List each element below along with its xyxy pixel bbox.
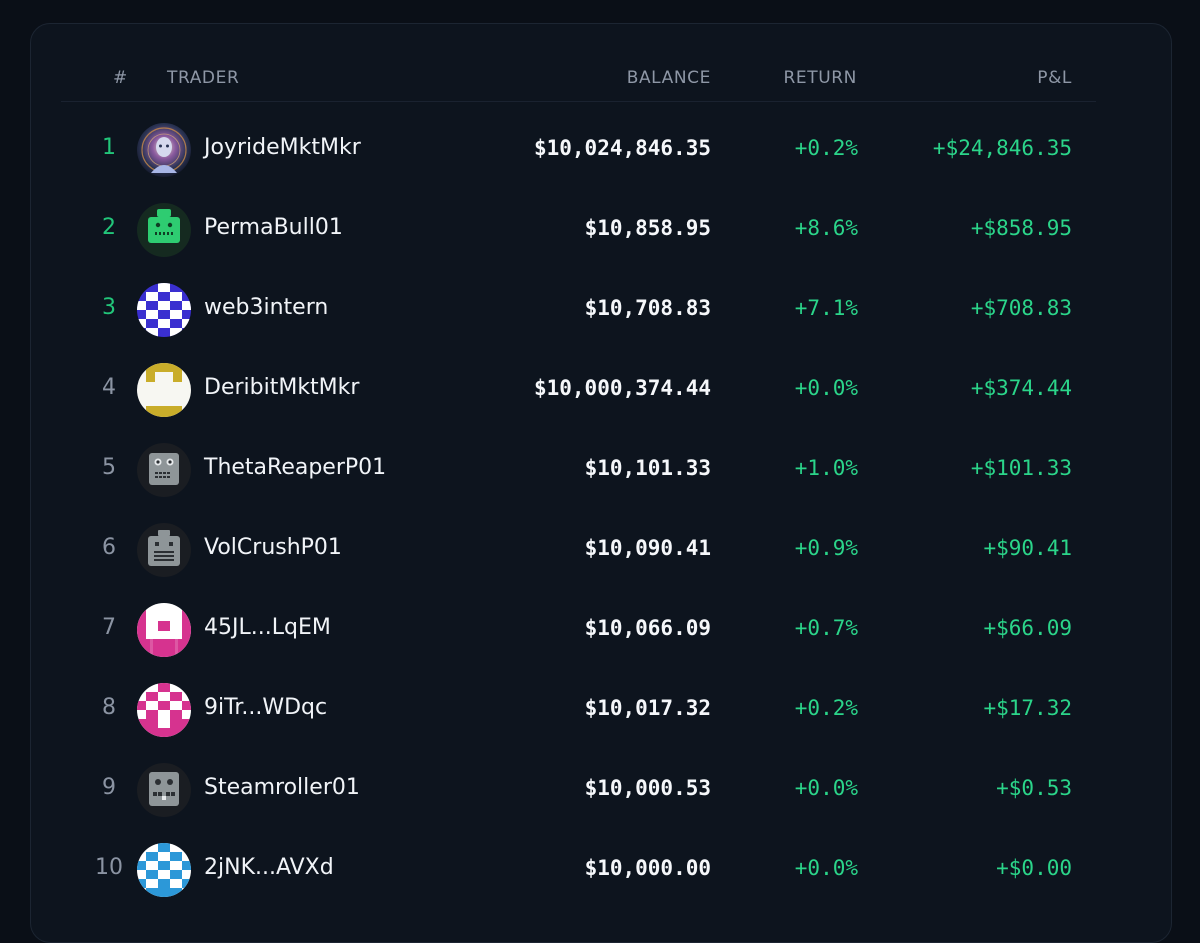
cosmic-head-avatar[interactable]: [137, 123, 191, 177]
pl-value: +$858.95: [970, 216, 1072, 240]
pl-value: +$708.83: [970, 296, 1072, 320]
pink-pixel-avatar[interactable]: [137, 603, 191, 657]
table-row[interactable]: 7 45JL...LqEM $10,066.09 +0.7% +$66.09: [31, 590, 1171, 670]
trader-name[interactable]: 45JL...LqEM: [204, 615, 331, 640]
return-value: +7.1%: [794, 296, 858, 320]
balance-value: $10,024,846.35: [533, 136, 711, 160]
return-value: +0.2%: [794, 696, 858, 720]
return-value: +1.0%: [794, 456, 858, 480]
return-value: +0.2%: [794, 136, 858, 160]
rank-column-header: #: [113, 68, 128, 88]
header-divider: [61, 101, 1096, 102]
trader-name[interactable]: VolCrushP01: [204, 535, 342, 560]
balance-value: $10,066.09: [584, 616, 711, 640]
return-column-header[interactable]: RETURN: [783, 68, 857, 88]
cyan-pixel-avatar[interactable]: [137, 843, 191, 897]
blue-pixel-avatar[interactable]: [137, 283, 191, 337]
table-row[interactable]: 5 ThetaR: [31, 430, 1171, 510]
return-value: +0.0%: [794, 856, 858, 880]
green-robot-avatar[interactable]: [137, 203, 191, 257]
balance-value: $10,090.41: [584, 536, 711, 560]
pl-value: +$17.32: [983, 696, 1072, 720]
table-row[interactable]: 2 PermaBull01 $10,858.95 +8.6% +$8: [31, 190, 1171, 270]
trader-name[interactable]: web3intern: [204, 295, 329, 320]
pl-value: +$101.33: [970, 456, 1072, 480]
table-row[interactable]: 4 DeribitMktMkr $10,000,374.44 +0.0% +$3…: [31, 350, 1171, 430]
pl-value: +$0.00: [996, 856, 1072, 880]
rank-number: 4: [102, 375, 116, 400]
trader-name[interactable]: 2jNK...AVXd: [204, 855, 334, 880]
pl-value: +$66.09: [983, 616, 1072, 640]
gray-robot-avatar[interactable]: [137, 443, 191, 497]
table-row[interactable]: 6 VolCrushP01 $10,090.41 +0.9% +$90.41: [31, 510, 1171, 590]
trader-name[interactable]: 9iTr...WDqc: [204, 695, 328, 720]
balance-value: $10,708.83: [584, 296, 711, 320]
rank-number: 3: [102, 295, 116, 320]
table-header: # TRADER BALANCE RETURN P&L: [61, 24, 1171, 102]
pl-value: +$90.41: [983, 536, 1072, 560]
balance-value: $10,000,374.44: [533, 376, 711, 400]
rank-number: 2: [102, 215, 116, 240]
table-row[interactable]: 3 web3in: [31, 270, 1171, 350]
table-row[interactable]: 8 9iTr...WDqc $10,017.32 +0.2: [31, 670, 1171, 750]
return-value: +0.0%: [794, 776, 858, 800]
balance-value: $10,000.53: [584, 776, 711, 800]
return-value: +8.6%: [794, 216, 858, 240]
rank-number: 9: [102, 775, 116, 800]
pl-value: +$0.53: [996, 776, 1072, 800]
yellow-pixel-avatar[interactable]: [137, 363, 191, 417]
rank-number: 5: [102, 455, 116, 480]
pl-value: +$24,846.35: [932, 136, 1072, 160]
rank-number: 7: [102, 615, 116, 640]
rank-number: 8: [102, 695, 116, 720]
return-value: +0.7%: [794, 616, 858, 640]
trader-name[interactable]: DeribitMktMkr: [204, 375, 360, 400]
table-row[interactable]: 9 Steamroller01 $10,000.53 +0.0% +$0.53: [31, 750, 1171, 830]
pl-column-header[interactable]: P&L: [1037, 68, 1072, 88]
gray-robot-avatar[interactable]: [137, 523, 191, 577]
trader-name[interactable]: ThetaReaperP01: [204, 455, 387, 480]
balance-column-header[interactable]: BALANCE: [626, 68, 711, 88]
trader-name[interactable]: Steamroller01: [204, 775, 360, 800]
leaderboard-card: # TRADER BALANCE RETURN P&L 1: [30, 23, 1172, 943]
balance-value: $10,000.00: [584, 856, 711, 880]
trader-name[interactable]: PermaBull01: [204, 215, 343, 240]
rank-number: 1: [102, 135, 116, 160]
balance-value: $10,101.33: [584, 456, 711, 480]
rank-number: 6: [102, 535, 116, 560]
gray-robot-avatar[interactable]: [137, 763, 191, 817]
return-value: +0.9%: [794, 536, 858, 560]
balance-value: $10,017.32: [584, 696, 711, 720]
rank-number: 10: [95, 855, 123, 880]
pink-pixel-avatar[interactable]: [137, 683, 191, 737]
trader-name[interactable]: JoyrideMktMkr: [204, 135, 361, 160]
return-value: +0.0%: [794, 376, 858, 400]
trader-column-header[interactable]: TRADER: [167, 68, 240, 88]
table-row[interactable]: 10 2jNK...AVXd: [31, 830, 1171, 910]
table-row[interactable]: 1: [31, 110, 1171, 190]
pl-value: +$374.44: [970, 376, 1072, 400]
balance-value: $10,858.95: [584, 216, 711, 240]
